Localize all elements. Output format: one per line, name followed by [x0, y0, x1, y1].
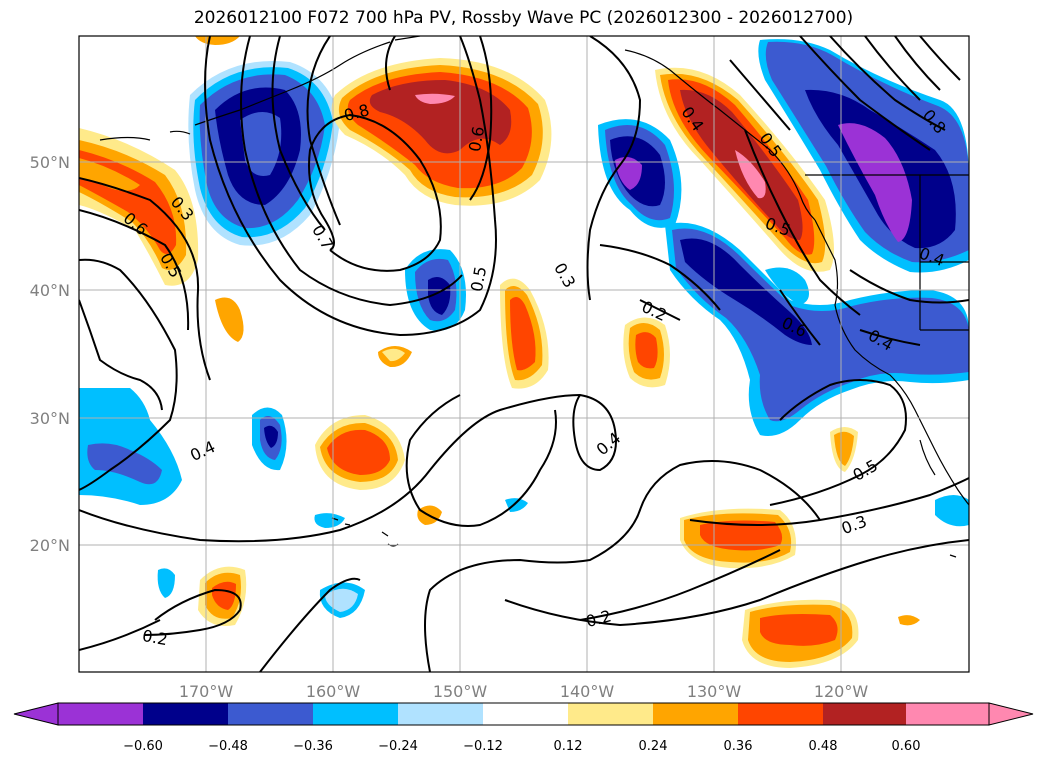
colorbar-segment	[398, 703, 483, 725]
colorbar-segment	[653, 703, 738, 725]
lat-tick-label: 40°N	[30, 281, 70, 300]
colorbar-segment	[58, 703, 143, 725]
lat-tick-labels: 50°N 40°N 30°N 20°N	[30, 153, 70, 555]
colorbar-tick-label: 0.24	[639, 739, 668, 754]
colorbar-segment	[143, 703, 228, 725]
colorbar-tick-label: −0.48	[208, 739, 248, 754]
colorbar-tick-label: 0.60	[892, 739, 921, 754]
lat-tick-label: 30°N	[30, 409, 70, 428]
colorbar-tick-label: −0.24	[378, 739, 418, 754]
colorbar-tick-label: 0.36	[724, 739, 753, 754]
lat-tick-label: 20°N	[30, 536, 70, 555]
colorbar-segment	[483, 703, 568, 725]
colorbar-tick-label: 0.48	[809, 739, 838, 754]
colorbar-segment	[738, 703, 823, 725]
lon-tick-labels: 170°W 160°W 150°W 140°W 130°W 120°W	[179, 682, 869, 701]
anomaly-positive-east-small	[623, 318, 670, 388]
colorbar: −0.60 −0.48 −0.36 −0.24 −0.12 0.12 0.24 …	[14, 703, 1033, 754]
lon-tick-label: 160°W	[306, 682, 361, 701]
colorbar-segment	[568, 703, 653, 725]
anomaly-positive-sw	[198, 567, 246, 626]
colorbar-extend-low	[14, 703, 58, 725]
lon-tick-label: 150°W	[433, 682, 488, 701]
colorbar-segment	[228, 703, 313, 725]
colorbar-segment	[906, 703, 989, 725]
lon-tick-label: 130°W	[687, 682, 742, 701]
lon-tick-label: 140°W	[560, 682, 615, 701]
colorbar-tick-label: −0.12	[463, 739, 503, 754]
colorbar-segment	[823, 703, 906, 725]
lon-tick-label: 170°W	[179, 682, 234, 701]
anomaly-positive-se	[680, 509, 796, 569]
colorbar-segment	[313, 703, 398, 725]
colorbar-tick-label: 0.12	[554, 739, 583, 754]
colorbar-tick-label: −0.60	[123, 739, 163, 754]
lat-tick-label: 50°N	[30, 153, 70, 172]
colorbar-extend-high	[989, 703, 1033, 725]
lon-tick-label: 120°W	[814, 682, 869, 701]
colorbar-tick-label: −0.36	[293, 739, 333, 754]
